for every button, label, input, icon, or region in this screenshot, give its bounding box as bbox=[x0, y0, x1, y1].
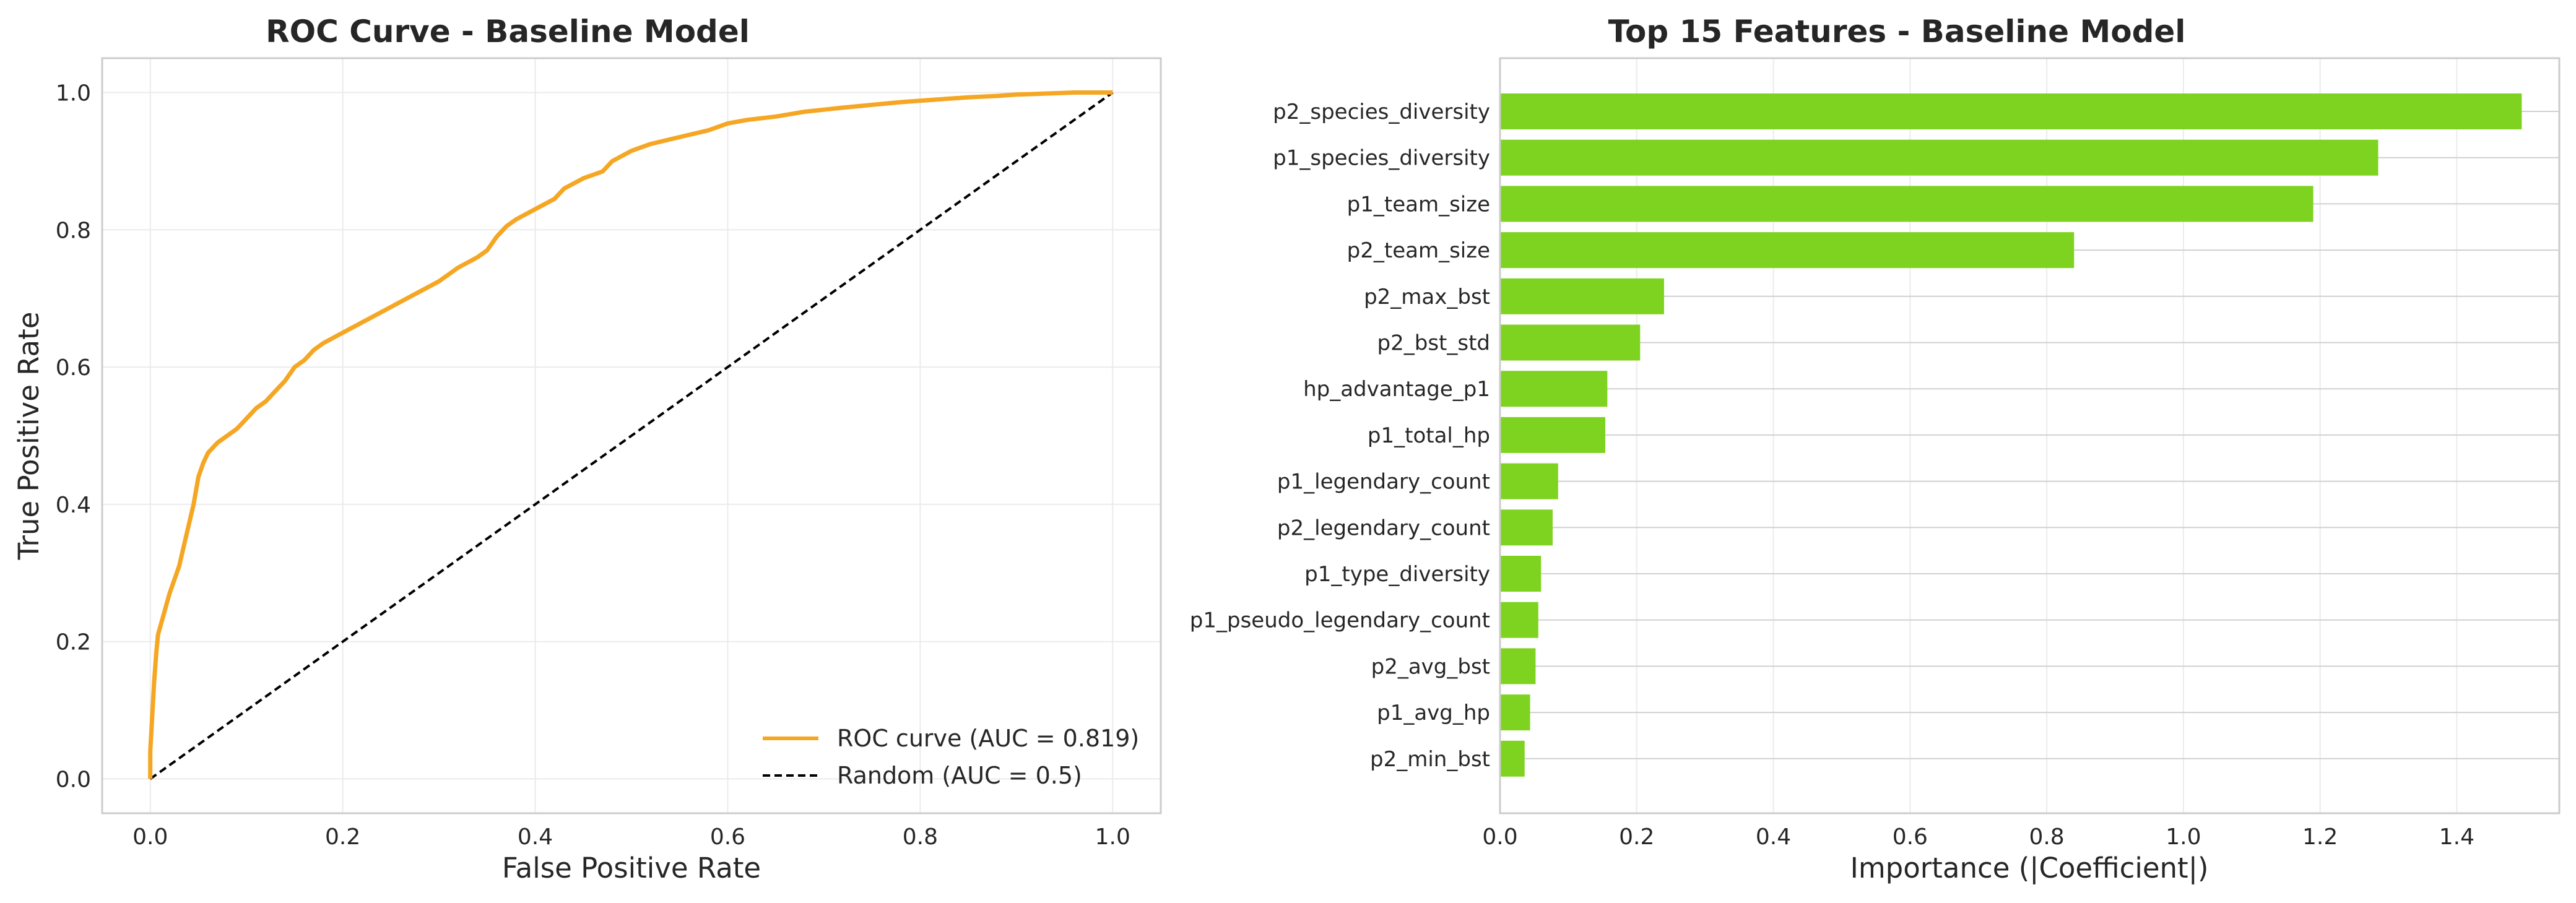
bar-x-tick-label: 0.0 bbox=[1482, 824, 1517, 850]
feature-label: p2_team_size bbox=[1347, 238, 1490, 263]
feature-bar bbox=[1500, 139, 2379, 176]
feature-label: p1_legendary_count bbox=[1277, 470, 1490, 495]
feature-label: p1_total_hp bbox=[1368, 423, 1490, 448]
feature-label: p1_type_diversity bbox=[1304, 562, 1490, 587]
feature-bar bbox=[1500, 556, 1542, 592]
bar-x-tick-label: 0.2 bbox=[1619, 824, 1654, 850]
roc-grid bbox=[102, 58, 1161, 813]
feature-bar bbox=[1500, 740, 1525, 777]
feature-bar bbox=[1500, 371, 1608, 407]
feature-label: p2_species_diversity bbox=[1273, 100, 1490, 124]
legend-label-random: Random (AUC = 0.5) bbox=[837, 762, 1082, 789]
roc-y-tick-label: 0.6 bbox=[56, 355, 91, 381]
feature-bar bbox=[1500, 324, 1641, 361]
roc-y-tick-label: 0.2 bbox=[56, 630, 91, 655]
bar-x-tick-label: 1.4 bbox=[2439, 824, 2474, 850]
feature-label: p1_pseudo_legendary_count bbox=[1190, 608, 1490, 633]
roc-curve-line bbox=[148, 90, 1113, 779]
random-baseline-line bbox=[149, 91, 1114, 780]
feature-bar bbox=[1500, 648, 1536, 685]
feature-bar bbox=[1500, 602, 1538, 638]
feature-bar bbox=[1500, 232, 2075, 269]
roc-y-ticks: 0.0 0.2 0.4 0.6 0.8 1.0 bbox=[56, 80, 91, 792]
bar-x-tick-label: 0.6 bbox=[1893, 824, 1928, 850]
bar-rects bbox=[1500, 93, 2522, 777]
feature-label: p2_max_bst bbox=[1364, 285, 1490, 309]
bar-plot-area bbox=[1500, 58, 2559, 813]
roc-lines bbox=[148, 90, 1114, 780]
bar-x-tick-label: 0.4 bbox=[1756, 824, 1791, 850]
bar-x-label: Importance (|Coefficient|) bbox=[1850, 852, 2209, 884]
feature-label: p1_avg_hp bbox=[1377, 701, 1490, 725]
feature-bar bbox=[1500, 278, 1664, 314]
bar-category-labels: p2_species_diversity p1_species_diversity… bbox=[1190, 100, 1490, 772]
bar-x-ticks: 0.0 0.2 0.4 0.6 0.8 1.0 1.2 1.4 bbox=[1482, 824, 2474, 850]
roc-x-tick-label: 0.2 bbox=[325, 824, 360, 850]
feature-label: p2_min_bst bbox=[1370, 747, 1490, 772]
roc-chart: ROC Curve - Baseline Model 0.0 0.2 0.4 0.6 0… bbox=[12, 14, 1162, 884]
feature-bar bbox=[1500, 463, 1558, 499]
bar-title: Top 15 Features - Baseline Model bbox=[1608, 14, 2186, 50]
roc-x-ticks: 0.0 0.2 0.4 0.6 0.8 1.0 bbox=[132, 824, 1130, 850]
feature-bar bbox=[1500, 694, 1530, 731]
roc-legend: ROC curve (AUC = 0.819) Random (AUC = 0.… bbox=[763, 725, 1139, 789]
roc-y-tick-label: 0.8 bbox=[56, 218, 91, 243]
bar-plot-frame bbox=[1499, 57, 2561, 814]
roc-plot-frame bbox=[101, 57, 1162, 814]
feature-bar bbox=[1500, 93, 2522, 129]
roc-y-tick-label: 0.0 bbox=[56, 767, 91, 793]
feature-label: p1_species_diversity bbox=[1273, 146, 1490, 171]
roc-y-label: True Positive Rate bbox=[12, 312, 45, 561]
feature-label: p2_avg_bst bbox=[1371, 654, 1490, 679]
bar-x-tick-label: 1.2 bbox=[2302, 824, 2338, 850]
roc-x-tick-label: 0.6 bbox=[710, 824, 745, 850]
roc-x-tick-label: 1.0 bbox=[1095, 824, 1130, 850]
roc-y-tick-label: 1.0 bbox=[56, 80, 91, 106]
feature-bar bbox=[1500, 509, 1553, 546]
feature-label: p1_team_size bbox=[1347, 192, 1490, 217]
feature-importance-chart: Top 15 Features - Baseline Model 0.0 0.2 0… bbox=[1190, 14, 2561, 884]
feature-bar bbox=[1500, 417, 1605, 453]
roc-x-tick-label: 0.8 bbox=[903, 824, 938, 850]
roc-y-tick-label: 0.4 bbox=[56, 493, 91, 518]
legend-label-roc: ROC curve (AUC = 0.819) bbox=[837, 725, 1139, 752]
roc-x-label: False Positive Rate bbox=[502, 852, 761, 884]
feature-label: p2_legendary_count bbox=[1277, 516, 1490, 540]
roc-x-tick-label: 0.4 bbox=[518, 824, 553, 850]
bar-x-tick-label: 0.8 bbox=[2029, 824, 2064, 850]
roc-title: ROC Curve - Baseline Model bbox=[266, 14, 750, 50]
feature-bar bbox=[1500, 186, 2314, 222]
feature-label: p2_bst_std bbox=[1377, 331, 1490, 356]
bar-x-tick-label: 1.0 bbox=[2166, 824, 2201, 850]
feature-label: hp_advantage_p1 bbox=[1303, 377, 1490, 402]
roc-x-tick-label: 0.0 bbox=[132, 824, 168, 850]
